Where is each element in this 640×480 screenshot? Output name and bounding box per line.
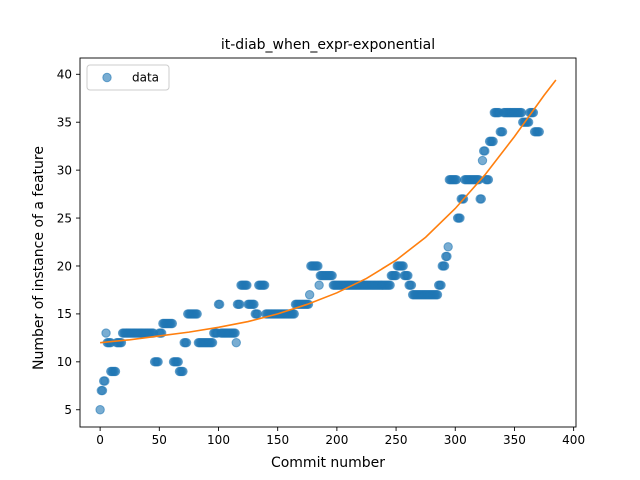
- data-point: [476, 194, 486, 204]
- legend-marker: [102, 72, 112, 83]
- data-point: [304, 290, 315, 300]
- x-tick-label: 200: [325, 433, 348, 447]
- data-point: [178, 366, 188, 377]
- data-point: [314, 280, 324, 290]
- data-point: [192, 309, 202, 319]
- x-tick-label: 150: [266, 433, 289, 447]
- data-point: [97, 385, 108, 396]
- x-tick-label: 100: [207, 433, 230, 447]
- x-tick-label: 350: [503, 433, 526, 447]
- data-point: [391, 270, 401, 281]
- data-point: [477, 155, 488, 166]
- data-point: [181, 337, 192, 348]
- data-point: [252, 309, 263, 319]
- x-axis-label: Commit number: [271, 455, 385, 471]
- data-point: [153, 357, 163, 367]
- data-point: [100, 376, 110, 386]
- data-point: [242, 280, 252, 290]
- y-tick-label: 20: [57, 259, 72, 273]
- x-tick-label: 0: [96, 433, 104, 447]
- fit-line: [100, 79, 557, 344]
- x-tick-label: 50: [152, 433, 167, 447]
- data-point: [436, 280, 446, 290]
- y-tick-label: 35: [57, 116, 72, 130]
- y-tick-label: 25: [57, 211, 72, 225]
- data-point: [313, 261, 323, 271]
- y-tick-label: 5: [64, 403, 72, 417]
- data-point: [497, 127, 508, 137]
- y-axis-label: Number of instance of a feature: [31, 146, 47, 370]
- data-point: [101, 328, 111, 338]
- data-point: [95, 405, 105, 415]
- legend-box: [86, 64, 170, 91]
- data-point: [230, 328, 240, 338]
- data-point: [235, 299, 245, 310]
- data-point: [451, 175, 462, 185]
- y-tick-label: 40: [57, 68, 72, 82]
- data-point: [231, 337, 241, 348]
- data-point: [483, 175, 494, 185]
- data-point: [110, 366, 121, 377]
- legend-label: data: [132, 71, 159, 85]
- y-tick-label: 15: [57, 307, 72, 321]
- y-tick-label: 10: [57, 355, 72, 369]
- data-point: [534, 127, 544, 137]
- data-point: [488, 136, 498, 147]
- data-point: [516, 107, 527, 118]
- x-tick-label: 300: [444, 433, 467, 447]
- data-point: [207, 337, 218, 348]
- data-point: [406, 280, 417, 290]
- data-point: [439, 261, 450, 271]
- data-point: [259, 280, 270, 290]
- data-point: [167, 318, 178, 329]
- data-point: [528, 107, 539, 118]
- data-point: [442, 251, 452, 262]
- data-point: [398, 261, 408, 271]
- data-point: [455, 213, 465, 223]
- plot-frame: [79, 57, 577, 428]
- data-point: [385, 280, 395, 290]
- data-point: [403, 270, 413, 281]
- chart-title: it-diab_when_expr-exponential: [221, 37, 435, 53]
- x-tick-label: 400: [562, 433, 585, 447]
- data-point: [432, 290, 443, 300]
- data-point: [480, 146, 490, 156]
- x-tick-label: 250: [385, 433, 408, 447]
- data-point: [249, 299, 259, 310]
- data-point: [443, 242, 453, 252]
- y-tick-label: 30: [57, 163, 72, 177]
- data-point: [173, 357, 183, 367]
- data-point: [214, 299, 225, 310]
- data-point: [289, 309, 299, 319]
- data-point: [327, 270, 337, 281]
